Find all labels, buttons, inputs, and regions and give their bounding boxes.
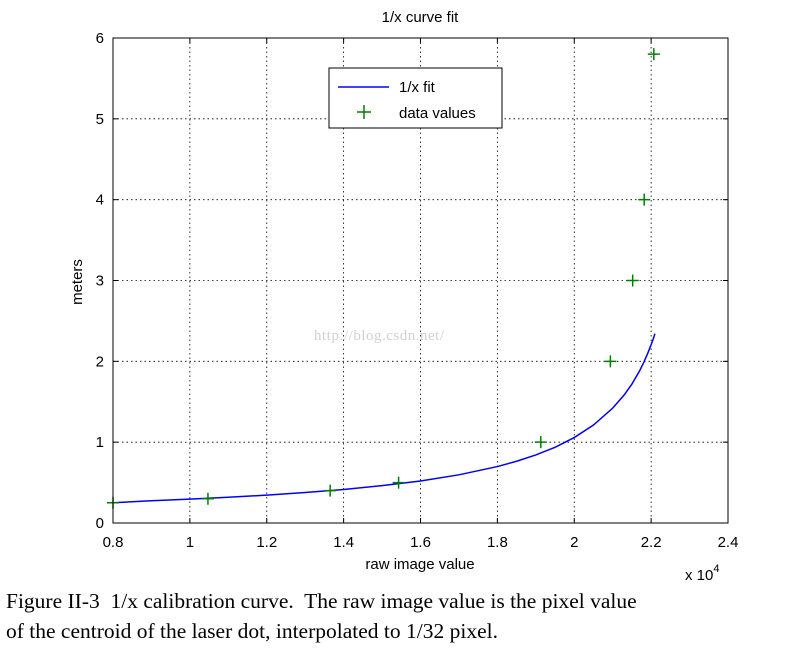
- caption-line-1: Figure II-3 1/x calibration curve. The r…: [6, 589, 637, 613]
- caption-line-2: of the centroid of the laser dot, interp…: [6, 619, 498, 643]
- x-tick-label: 0.8: [103, 534, 124, 551]
- x-tick-label: 1.8: [487, 534, 508, 551]
- data-point-marker: [638, 193, 651, 206]
- x-exponent: x 104: [685, 563, 719, 580]
- data-point-marker: [604, 355, 617, 368]
- figure-caption: Figure II-3 1/x calibration curve. The r…: [6, 586, 806, 646]
- x-tick-label: 2.4: [718, 534, 739, 551]
- chart-title: 1/x curve fit: [382, 9, 460, 26]
- x-tick-label: 1.6: [410, 534, 431, 551]
- y-tick-label: 0: [96, 515, 104, 532]
- data-point-marker: [626, 274, 639, 287]
- y-axis-label: meters: [69, 259, 86, 305]
- y-tick-labels: 0 1 2 3 4 5 6: [96, 30, 104, 532]
- watermark: http://blog.csdn.net/: [314, 328, 445, 344]
- series-layer: [107, 48, 660, 509]
- data-point-marker: [201, 492, 214, 505]
- legend-label-fit: 1/x fit: [399, 79, 436, 96]
- legend-box: [328, 67, 503, 129]
- y-tick-label: 4: [96, 192, 104, 209]
- y-tick-label: 1: [96, 434, 104, 451]
- y-tick-label: 3: [96, 273, 104, 290]
- x-tick-label: 2.2: [641, 534, 662, 551]
- x-axis-label: raw image value: [365, 556, 474, 573]
- legend-label-data: data values: [399, 105, 476, 122]
- x-exponent-base: x 10: [685, 567, 713, 580]
- ticks: [112, 37, 729, 524]
- x-exponent-power: 4: [713, 563, 719, 575]
- x-tick-label: 1.2: [256, 534, 277, 551]
- y-tick-label: 2: [96, 353, 104, 370]
- series-line-fit: [112, 333, 656, 504]
- x-tick-label: 2: [570, 534, 578, 551]
- y-tick-label: 5: [96, 111, 104, 128]
- chart: 1/x curve fit 0.8 1 1.2 1.4 1.6 1.8 2 2.2 2.4 0 1…: [69, 9, 739, 580]
- data-point-marker: [647, 48, 660, 61]
- x-tick-label: 1: [186, 534, 194, 551]
- legend: 1/x fit data values: [328, 67, 503, 129]
- data-point-marker: [534, 436, 547, 449]
- x-tick-label: 1.4: [333, 534, 354, 551]
- x-tick-labels: 0.8 1 1.2 1.4 1.6 1.8 2 2.2 2.4: [103, 534, 739, 551]
- y-tick-label: 6: [96, 30, 104, 47]
- legend-marker-sample: [357, 105, 371, 119]
- data-point-marker: [324, 484, 337, 497]
- data-point-marker: [392, 476, 405, 489]
